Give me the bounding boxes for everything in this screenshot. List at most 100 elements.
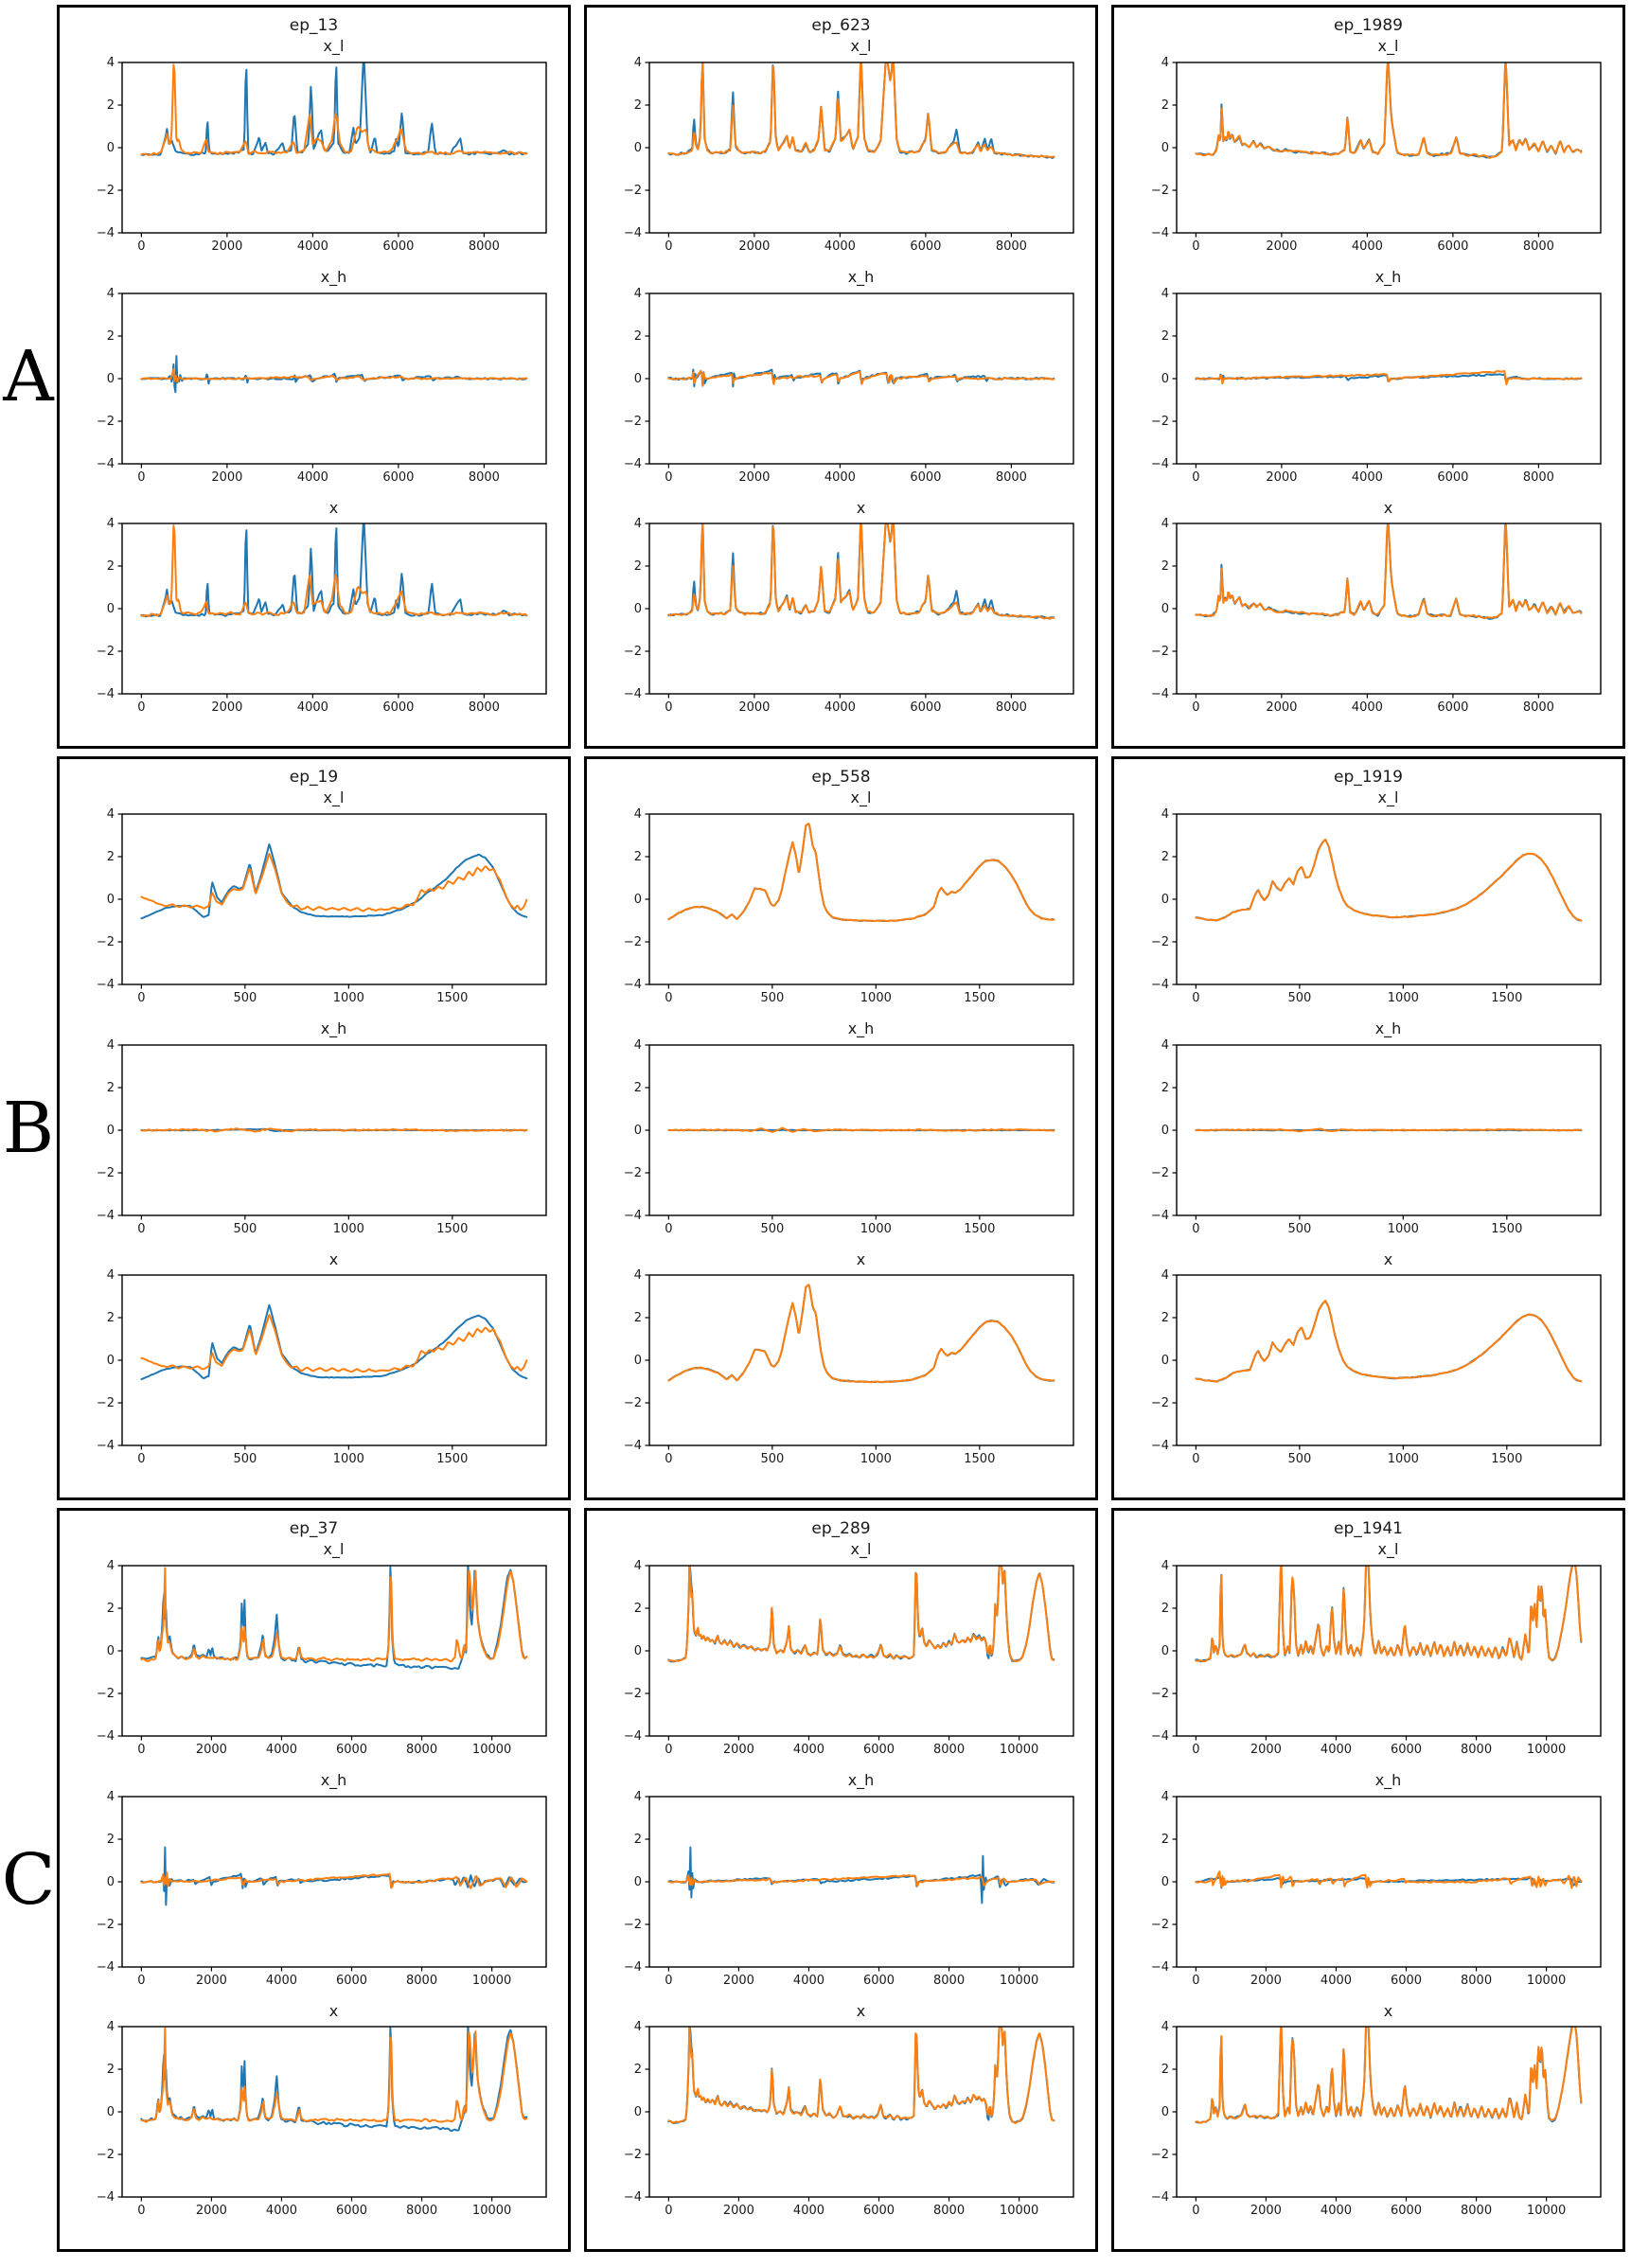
subplot-title: x (328, 2001, 339, 2020)
subplot-ep_1919-x_h: x_h (1118, 1019, 1619, 1249)
subplot-ep_289-x: x (591, 2002, 1091, 2232)
panel-title: ep_623 (811, 16, 871, 35)
plot-canvas-ep_37-x_l (68, 1559, 559, 1770)
row-label: B (2, 1088, 55, 1169)
subplot-title: x_h (847, 267, 875, 286)
subplot-title: x_h (320, 1770, 347, 1789)
subplot-title: x_h (1374, 267, 1402, 286)
subplot-ep_13-x_l: x_l (63, 37, 564, 267)
plot-canvas-ep_13-x_h (68, 287, 559, 498)
plot-canvas-ep_558-x_h (595, 1038, 1087, 1249)
plot-canvas-ep_558-x_l (595, 807, 1087, 1019)
subplot-title: x_l (850, 37, 872, 55)
subplot-title: x (328, 1249, 339, 1268)
row-label: A (3, 336, 54, 417)
plot-canvas-ep_1919-x_l (1123, 807, 1614, 1019)
subplot-title: x_l (850, 788, 872, 806)
plot-canvas-ep_289-x (595, 2021, 1087, 2232)
plot-canvas-ep_289-x_h (595, 1790, 1087, 2001)
panel-title: ep_1941 (1333, 1519, 1403, 1538)
plot-canvas-ep_1989-x_l (1123, 56, 1614, 267)
panel-title: ep_1989 (1333, 16, 1403, 35)
plot-canvas-ep_19-x_l (68, 807, 559, 1019)
subplot-ep_289-x_l: x_l (591, 1540, 1091, 1770)
subplot-ep_37-x_h: x_h (63, 1771, 564, 2001)
plot-canvas-ep_1941-x_h (1123, 1790, 1614, 2001)
panel-title: ep_558 (811, 768, 871, 787)
panel-group: ep_13 x_l x_h x ep_623 x_l x_h x ep_1989 x_l x_h x (57, 5, 1625, 749)
subplot-title: x (1383, 498, 1393, 517)
subplot-ep_558-x_h: x_h (591, 1019, 1091, 1249)
subplot-title: x (856, 2001, 866, 2020)
plot-canvas-ep_1919-x (1123, 1269, 1614, 1480)
panel-title: ep_289 (811, 1519, 871, 1538)
subplot-ep_13-x_h: x_h (63, 268, 564, 498)
subplot-title: x_h (1374, 1770, 1402, 1789)
subplot-title: x_h (847, 1019, 875, 1037)
subplot-title: x_l (323, 788, 345, 806)
subplot-ep_289-x_h: x_h (591, 1771, 1091, 2001)
panel-ep_13: ep_13 x_l x_h x (57, 5, 571, 749)
subplot-ep_13-x: x (63, 499, 564, 729)
plot-canvas-ep_13-x_l (68, 56, 559, 267)
subplot-title: x_l (323, 1540, 345, 1558)
subplot-ep_37-x_l: x_l (63, 1540, 564, 1770)
subplot-ep_19-x: x (63, 1250, 564, 1480)
subplot-title: x_h (847, 1770, 875, 1789)
panel-title: ep_1919 (1333, 768, 1403, 787)
subplot-title: x_l (1377, 1540, 1399, 1558)
subplot-ep_558-x: x (591, 1250, 1091, 1480)
plot-canvas-ep_37-x_h (68, 1790, 559, 2001)
plot-canvas-ep_19-x_h (68, 1038, 559, 1249)
plot-canvas-ep_1919-x_h (1123, 1038, 1614, 1249)
subplot-ep_1989-x: x (1118, 499, 1619, 729)
subplot-title: x_l (323, 37, 345, 55)
subplot-title: x (856, 498, 866, 517)
subplot-ep_1919-x: x (1118, 1250, 1619, 1480)
subplot-title: x_h (320, 1019, 347, 1037)
plot-canvas-ep_1989-x (1123, 518, 1614, 729)
subplot-title: x_h (1374, 1019, 1402, 1037)
plot-canvas-ep_37-x (68, 2021, 559, 2232)
subplot-ep_1941-x_h: x_h (1118, 1771, 1619, 2001)
subplot-title: x_l (1377, 788, 1399, 806)
plot-canvas-ep_13-x (68, 518, 559, 729)
subplot-ep_1989-x_h: x_h (1118, 268, 1619, 498)
subplot-title: x (328, 498, 339, 517)
subplot-title: x_l (850, 1540, 872, 1558)
subplot-ep_37-x: x (63, 2002, 564, 2232)
panel-title: ep_13 (289, 16, 339, 35)
panel-title: ep_19 (289, 768, 339, 787)
subplot-ep_558-x_l: x_l (591, 788, 1091, 1019)
subplot-ep_1941-x: x (1118, 2002, 1619, 2232)
plot-canvas-ep_623-x_l (595, 56, 1087, 267)
subplot-title: x (1383, 1249, 1393, 1268)
subplot-ep_1941-x_l: x_l (1118, 1540, 1619, 1770)
row-label: C (1, 1839, 56, 1921)
subplot-title: x (856, 1249, 866, 1268)
plot-canvas-ep_289-x_l (595, 1559, 1087, 1770)
plot-canvas-ep_623-x (595, 518, 1087, 729)
plot-canvas-ep_1941-x_l (1123, 1559, 1614, 1770)
panel-title: ep_37 (289, 1519, 339, 1538)
subplot-ep_623-x_h: x_h (591, 268, 1091, 498)
plot-canvas-ep_1989-x_h (1123, 287, 1614, 498)
subplot-ep_623-x_l: x_l (591, 37, 1091, 267)
plot-canvas-ep_1941-x (1123, 2021, 1614, 2232)
subplot-ep_1989-x_l: x_l (1118, 37, 1619, 267)
subplot-ep_623-x: x (591, 499, 1091, 729)
panel-group: ep_19 x_l x_h x ep_558 x_l x_h x ep_1919 x_l x_h x (57, 756, 1625, 1500)
